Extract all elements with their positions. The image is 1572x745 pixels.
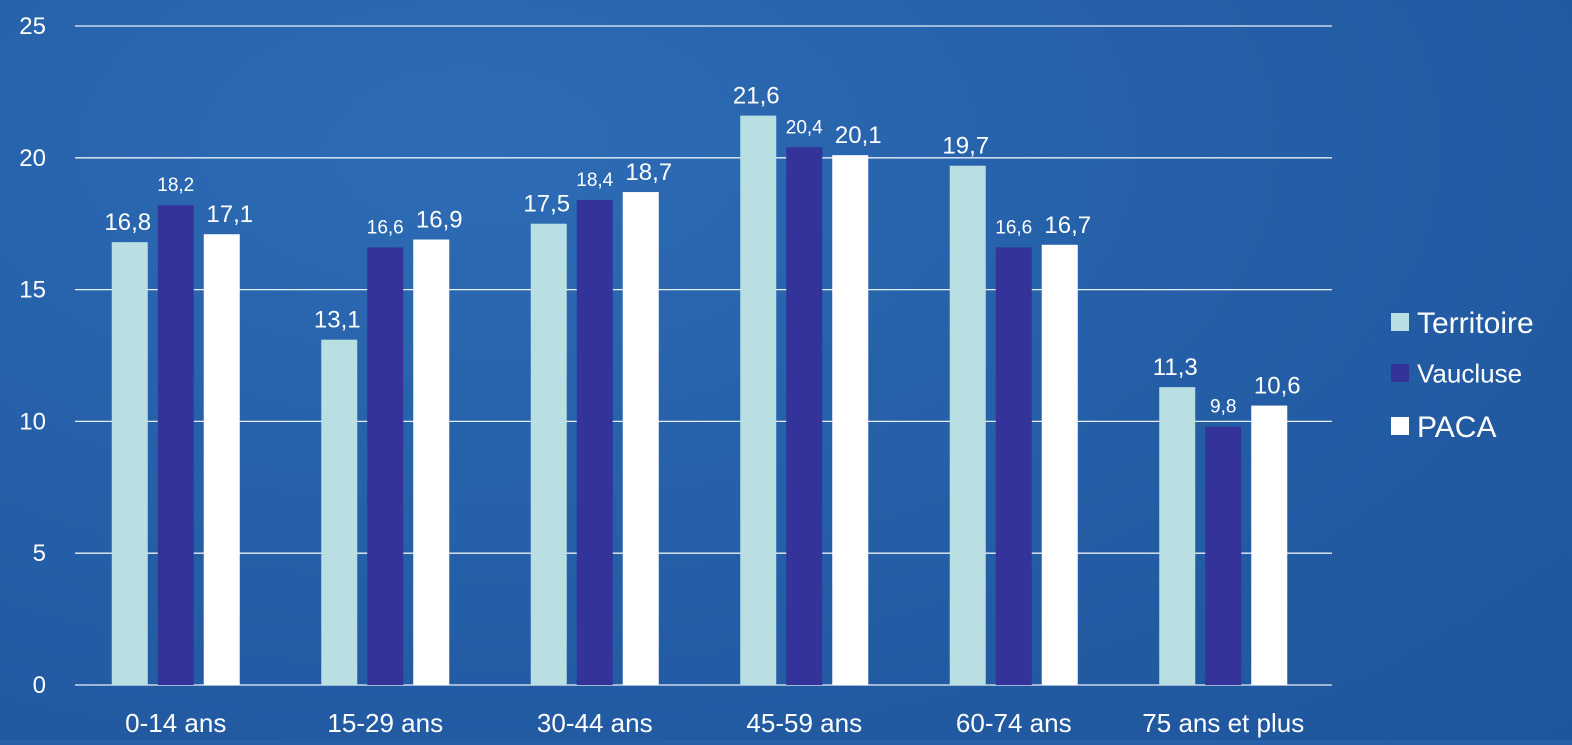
bar-territoire-5 <box>1159 387 1196 685</box>
data-label: 20,1 <box>835 122 882 149</box>
bar-territoire-0 <box>111 242 148 686</box>
data-label: 17,1 <box>206 201 253 228</box>
bar-vaucluse-0 <box>157 205 194 686</box>
bar-vaucluse-4 <box>995 247 1032 685</box>
axis-labels: 0 5 10 15 20 25 0-14 ans 15-29 ans 30-44 ans 45-5… <box>19 13 1304 738</box>
gridlines <box>75 25 1332 686</box>
x-tick-label: 45-59 ans <box>746 708 862 738</box>
bar-vaucluse-1 <box>367 247 404 685</box>
y-tick-label: 25 <box>19 13 46 40</box>
bar-paca-1 <box>413 239 450 686</box>
bar-paca-2 <box>622 192 659 685</box>
legend-swatch-vaucluse <box>1391 364 1409 382</box>
legend-label-vaucluse: Vaucluse <box>1417 358 1522 388</box>
bar-paca-5 <box>1251 405 1288 685</box>
data-label: 9,8 <box>1210 397 1236 418</box>
y-tick-label: 0 <box>33 672 46 699</box>
data-label: 10,6 <box>1254 373 1301 400</box>
data-label: 16,7 <box>1044 212 1091 239</box>
bar-territoire-1 <box>321 339 358 685</box>
data-label: 13,1 <box>314 307 361 334</box>
legend-label-territoire: Territoire <box>1417 307 1534 340</box>
legend-label-paca: PACA <box>1417 411 1496 444</box>
legend-swatch-territoire <box>1391 313 1409 331</box>
bar-territoire-2 <box>530 223 567 685</box>
bar-territoire-3 <box>740 115 777 685</box>
legend: Territoire Vaucluse PACA <box>1391 307 1534 444</box>
data-label: 16,6 <box>367 217 404 238</box>
y-tick-label: 15 <box>19 277 46 304</box>
x-tick-label: 75 ans et plus <box>1142 708 1304 738</box>
bar-vaucluse-2 <box>576 199 613 685</box>
data-label: 18,2 <box>157 175 194 196</box>
bar-paca-0 <box>203 234 240 685</box>
bars <box>111 115 1288 686</box>
bar-vaucluse-5 <box>1205 426 1242 685</box>
data-label: 18,4 <box>576 170 613 191</box>
bar-vaucluse-3 <box>786 147 823 686</box>
legend-swatch-paca <box>1391 417 1409 435</box>
x-tick-label: 15-29 ans <box>327 708 443 738</box>
y-tick-label: 10 <box>19 408 46 435</box>
data-label: 17,5 <box>523 191 570 218</box>
bar-paca-3 <box>832 155 869 685</box>
data-label: 18,7 <box>625 159 672 186</box>
y-tick-label: 20 <box>19 145 46 172</box>
data-label: 11,3 <box>1153 354 1198 381</box>
bar-territoire-4 <box>949 165 986 685</box>
y-tick-label: 5 <box>33 540 46 567</box>
data-label: 19,7 <box>942 133 989 160</box>
data-labels: 16,8 18,2 17,1 13,1 16,6 16,9 17,5 18,4 18,7 21,6… <box>104 83 1300 418</box>
bar-paca-4 <box>1041 244 1078 685</box>
data-label: 16,6 <box>995 217 1032 238</box>
data-label: 20,4 <box>786 117 823 138</box>
x-tick-label: 60-74 ans <box>956 708 1072 738</box>
data-label: 16,8 <box>104 209 151 236</box>
data-label: 21,6 <box>733 83 780 110</box>
data-label: 16,9 <box>416 207 463 234</box>
x-tick-label: 0-14 ans <box>125 708 226 738</box>
x-tick-label: 30-44 ans <box>537 708 653 738</box>
